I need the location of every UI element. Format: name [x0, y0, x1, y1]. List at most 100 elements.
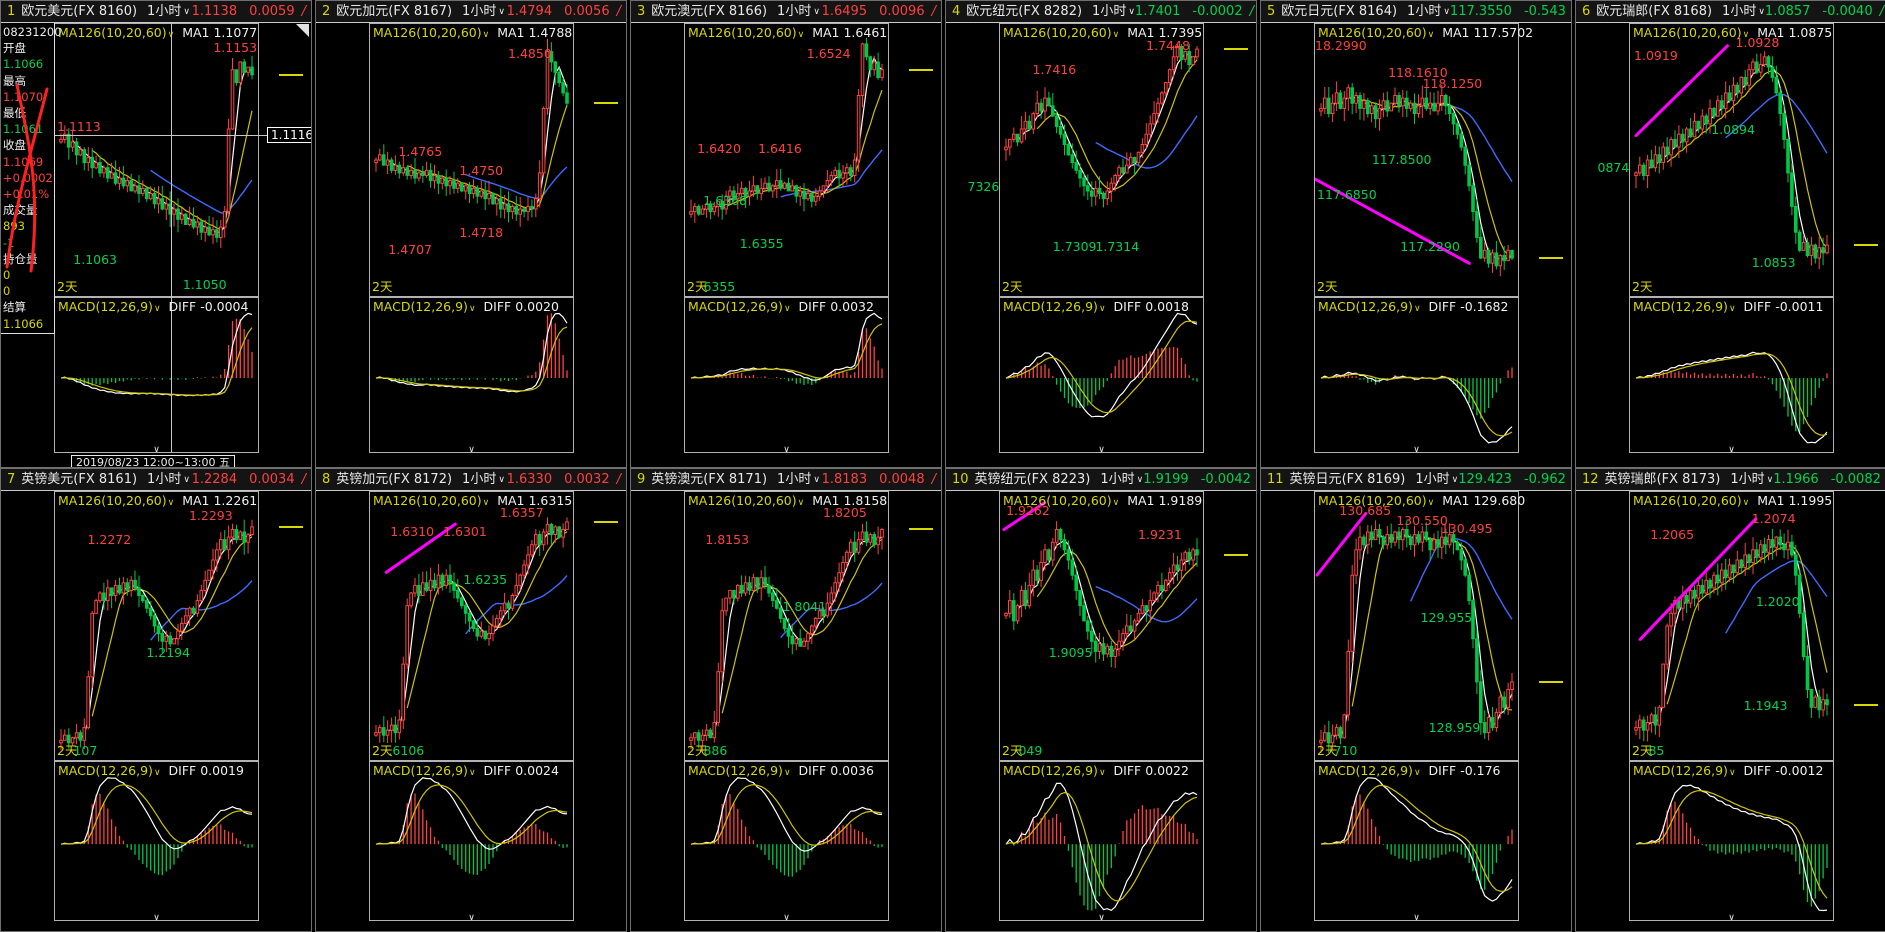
timeframe-selector[interactable]: 1小时 [1730, 472, 1765, 487]
chevron-down-icon[interactable]: ∨ [183, 475, 190, 485]
candlestick-chart[interactable]: MA126(10,20,60)∨ MA1 117.5702 18.2990 118.1… [1314, 23, 1533, 297]
chevron-down-icon[interactable]: ∨ [1728, 913, 1735, 923]
chevron-down-icon[interactable]: ∨ [1728, 304, 1736, 314]
chevron-down-icon[interactable]: ∨ [1413, 768, 1421, 778]
chevron-down-icon[interactable]: ∨ [1128, 7, 1135, 17]
chevron-down-icon[interactable]: ∨ [783, 913, 790, 923]
chevron-down-icon[interactable]: ∨ [498, 475, 505, 485]
chevron-down-icon[interactable]: ∨ [1413, 913, 1420, 923]
trend-line[interactable] [1002, 501, 1047, 532]
chevron-down-icon[interactable]: ∨ [468, 768, 476, 778]
macd-chart[interactable]: MACD(12,26,9)∨ DIFF -0.0012 ∨ [1629, 761, 1834, 923]
chevron-down-icon[interactable]: ∨ [783, 445, 790, 455]
trend-line[interactable] [1638, 517, 1758, 641]
chevron-down-icon[interactable]: ∨ [813, 7, 820, 17]
chevron-down-icon[interactable]: ∨ [1136, 475, 1144, 485]
macd-indicator-row: MACD(12,26,9)∨ DIFF 0.0020 [373, 299, 559, 314]
diff-value: DIFF 0.0019 [168, 763, 244, 778]
chevron-down-icon[interactable]: ∨ [783, 768, 791, 778]
quote-row: 1.1066 [3, 57, 44, 72]
candlestick-chart[interactable]: MA126(10,20,60)∨ MA1 1.6315 1.6310 1.6301 1.… [369, 491, 574, 761]
chevron-down-icon[interactable]: ∨ [153, 768, 161, 778]
chevron-down-icon[interactable]: ∨ [1413, 445, 1420, 455]
price-change: -0.0040 [1822, 4, 1873, 19]
macd-chart[interactable]: MACD(12,26,9)∨ DIFF 0.0018 ∨ [999, 297, 1204, 455]
timeframe-selector[interactable]: 1小时 [777, 4, 812, 19]
macd-chart[interactable]: MACD(12,26,9)∨ DIFF -0.1682 ∨ [1314, 297, 1519, 455]
chevron-down-icon[interactable]: ∨ [153, 304, 161, 314]
chevron-down-icon[interactable]: ∨ [1728, 445, 1735, 455]
timeframe-selector[interactable]: 1小时 [147, 472, 182, 487]
timeframe-selector[interactable]: 1小时 [1722, 4, 1757, 19]
macd-chart[interactable]: MACD(12,26,9)∨ DIFF 0.0019 ∨ [54, 761, 259, 923]
candlestick-chart[interactable]: MA126(10,20,60)∨ MA1 1.4788 1.4850 1.4765 1.… [369, 23, 574, 297]
candlestick-chart[interactable]: MA126(10,20,60)∨ MA1 1.1995 1.2065 1.2074 1.… [1629, 491, 1834, 761]
macd-indicator-row: MACD(12,26,9)∨ DIFF -0.0012 [1633, 763, 1823, 778]
chevron-down-icon[interactable]: ∨ [1098, 913, 1105, 923]
candlestick-chart[interactable]: MA126(10,20,60)∨ MA1 129.680 130.685 130.55… [1314, 491, 1525, 761]
chevron-down-icon[interactable]: ∨ [482, 30, 490, 40]
candlestick-chart[interactable]: MA126(10,20,60)∨ MA1 1.1077 1.1153 1.1113 1.… [54, 23, 259, 297]
chevron-down-icon[interactable]: ∨ [1098, 304, 1106, 314]
timeframe-selector[interactable]: 1小时 [1092, 4, 1127, 19]
candlestick-chart[interactable]: MA126(10,20,60)∨ MA1 1.7395 1.7416 1.7448 73… [968, 23, 1204, 297]
chevron-down-icon[interactable]: ∨ [1112, 30, 1120, 40]
ma1-value: MA1 1.1077 [182, 25, 258, 40]
trend-line[interactable] [384, 522, 457, 574]
chevron-down-icon[interactable]: ∨ [1451, 475, 1459, 485]
macd-chart[interactable]: MACD(12,26,9)∨ DIFF 0.0020 ∨ [369, 297, 574, 455]
chevron-down-icon[interactable]: ∨ [468, 445, 475, 455]
chevron-down-icon[interactable]: ∨ [1413, 304, 1421, 314]
chevron-down-icon[interactable]: ∨ [1112, 498, 1120, 508]
chevron-down-icon[interactable]: ∨ [1728, 768, 1736, 778]
chevron-down-icon[interactable]: ∨ [468, 913, 475, 923]
macd-chart[interactable]: MACD(12,26,9)∨ DIFF 0.0032 ∨ [684, 297, 889, 455]
slash-icon: / [301, 4, 306, 19]
candlestick-chart[interactable]: MA126(10,20,60)∨ MA1 1.0875 1.0919 1.0928 1.… [1598, 23, 1834, 297]
chevron-down-icon[interactable]: ∨ [813, 475, 820, 485]
chevron-down-icon[interactable]: ∨ [1758, 7, 1765, 17]
chevron-down-icon[interactable]: ∨ [482, 498, 490, 508]
trend-line[interactable] [1315, 511, 1368, 577]
chevron-down-icon[interactable]: ∨ [1098, 768, 1106, 778]
candlestick-chart[interactable]: MA126(10,20,60)∨ MA1 1.9189 1.9262 1.9231 1.… [999, 491, 1204, 761]
chevron-down-icon[interactable]: ∨ [1766, 475, 1774, 485]
timeframe-selector[interactable]: 1小时 [462, 4, 497, 19]
price-change: -0.543 [1523, 4, 1566, 19]
chevron-down-icon[interactable]: ∨ [1098, 445, 1105, 455]
macd-chart[interactable]: MACD(12,26,9)∨ DIFF -0.176 ∨ [1314, 761, 1519, 923]
chevron-down-icon[interactable]: ∨ [498, 7, 505, 17]
timeframe-selector[interactable]: 1小时 [462, 472, 497, 487]
chevron-down-icon[interactable]: ∨ [183, 7, 190, 17]
current-price-marker [1224, 553, 1248, 556]
chevron-down-icon[interactable]: ∨ [153, 913, 160, 923]
chevron-down-icon[interactable]: ∨ [167, 498, 175, 508]
chevron-down-icon[interactable]: ∨ [1427, 498, 1435, 508]
chevron-down-icon[interactable]: ∨ [167, 30, 175, 40]
macd-chart[interactable]: MACD(12,26,9)∨ DIFF 0.0036 ∨ [684, 761, 889, 923]
timeframe-selector[interactable]: 1小时 [777, 472, 812, 487]
chevron-down-icon[interactable]: ∨ [1742, 30, 1750, 40]
candlestick-chart[interactable]: MA126(10,20,60)∨ MA1 1.6461 1.6524 1.6420 1.… [684, 23, 889, 297]
chevron-down-icon[interactable]: ∨ [797, 30, 805, 40]
timeframe-selector[interactable]: 1小时 [1100, 472, 1135, 487]
macd-chart[interactable]: MACD(12,26,9)∨ DIFF 0.0022 ∨ [999, 761, 1204, 923]
macd-chart[interactable]: MACD(12,26,9)∨ DIFF -0.0004 ∨ [54, 297, 259, 455]
chevron-down-icon[interactable]: ∨ [783, 304, 791, 314]
timeframe-selector[interactable]: 1小时 [1415, 472, 1450, 487]
candlestick-chart[interactable]: MA126(10,20,60)∨ MA1 1.2261 1.2272 1.2293 1.… [54, 491, 259, 761]
chevron-down-icon[interactable]: ∨ [1443, 7, 1450, 17]
chevron-down-icon[interactable]: ∨ [1742, 498, 1750, 508]
chevron-down-icon[interactable]: ∨ [1427, 30, 1435, 40]
macd-chart[interactable]: MACD(12,26,9)∨ DIFF 0.0024 ∨ [369, 761, 574, 923]
timeframe-selector[interactable]: 1小时 [1407, 4, 1442, 19]
candlestick-chart[interactable]: MA126(10,20,60)∨ MA1 1.8158 1.8153 1.8205 1.… [684, 491, 889, 761]
chevron-down-icon[interactable]: ∨ [797, 498, 805, 508]
trend-line[interactable] [1315, 177, 1471, 265]
trend-line[interactable] [1634, 44, 1729, 138]
chevron-down-icon[interactable]: ∨ [468, 304, 476, 314]
timeframe-selector[interactable]: 1小时 [147, 4, 182, 19]
chevron-down-icon[interactable]: ∨ [153, 445, 160, 455]
macd-chart[interactable]: MACD(12,26,9)∨ DIFF -0.0011 ∨ [1629, 297, 1834, 455]
